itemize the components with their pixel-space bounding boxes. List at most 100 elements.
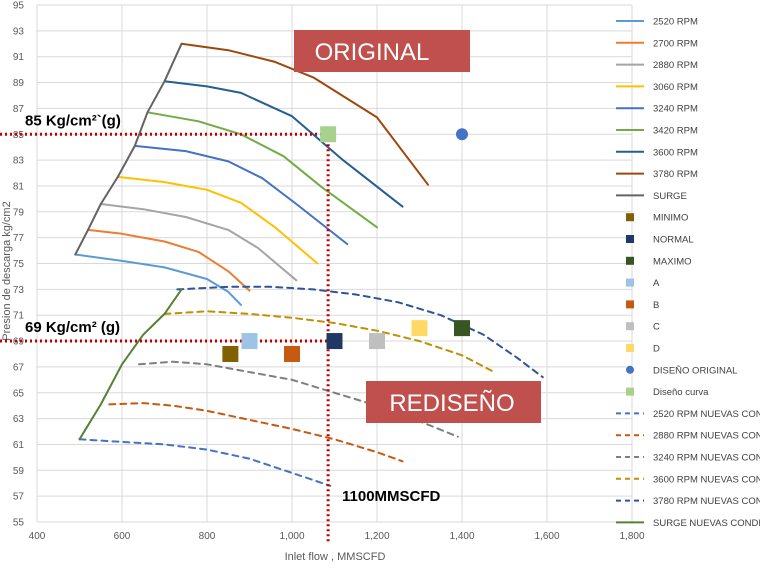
y-tick-label: 93: [13, 26, 25, 37]
reference-lines: 85 Kg/cm²`(g) 69 Kg/cm² (g) 1100MMSCFD: [0, 112, 441, 542]
legend-label: B: [653, 300, 659, 311]
legend-label: MAXIMO: [653, 256, 692, 267]
legend-label: 3780 RPM NUEVAS CONDICIONES: [653, 496, 760, 507]
legend-label: SURGE: [653, 191, 687, 202]
data-point: [320, 126, 337, 143]
y-tick-label: 79: [13, 207, 25, 218]
y-tick-label: 75: [13, 259, 25, 270]
series-line: [146, 111, 378, 229]
series-line: [163, 80, 404, 208]
series-line: [138, 360, 459, 438]
y-tick-label: 95: [13, 1, 25, 12]
legend-label: 2520 RPM: [653, 17, 698, 28]
x-tick-label: 1,400: [449, 531, 474, 542]
series-line: [99, 203, 298, 282]
data-point: [411, 320, 428, 337]
data-point: [241, 333, 258, 350]
y-tick-label: 63: [13, 414, 25, 425]
reference-line-label: 85 Kg/cm²`(g): [25, 112, 121, 129]
y-tick-label: 67: [13, 362, 25, 373]
legend-label: 2700 RPM: [653, 38, 698, 49]
y-tick-label: 81: [13, 181, 25, 192]
legend-label: D: [653, 344, 660, 355]
y-tick-label: 71: [13, 311, 25, 322]
y-tick-label: 89: [13, 78, 25, 89]
data-point: [454, 320, 470, 337]
series-line: [116, 175, 319, 265]
legend-swatch: [626, 235, 634, 243]
y-tick-label: 83: [13, 156, 25, 167]
legend-label: A: [653, 278, 660, 289]
legend-label: 3240 RPM NUEVAS CONDICIONES: [653, 453, 760, 464]
x-tick-label: 1,800: [619, 531, 644, 542]
series-line: [78, 288, 183, 441]
legend-swatch: [626, 213, 634, 222]
legend-label: C: [653, 322, 660, 333]
series-line: [163, 310, 493, 372]
legend-swatch: [626, 365, 634, 374]
banner-original-bg: [294, 30, 470, 72]
legend-label: 3600 RPM NUEVAS CONDICIONES: [653, 474, 760, 485]
legend-label: 2880 RPM NUEVAS CONDICIONES: [653, 431, 760, 442]
series-line: [87, 228, 251, 292]
y-tick-label: 57: [13, 492, 25, 503]
x-tick-label: 1,000: [279, 531, 304, 542]
legend-swatch: [626, 256, 634, 265]
y-tick-label: 55: [13, 518, 25, 529]
legend-label: 3060 RPM: [653, 82, 698, 93]
legend-label: SURGE NUEVAS CONDICIONES: [653, 518, 760, 529]
axes: Inlet flow , MMSCFD Presion de descarga …: [1, 1, 645, 564]
y-tick-label: 59: [13, 466, 25, 477]
annotation-banners: ORIGINAL REDISEÑO: [294, 30, 541, 423]
x-tick-label: 600: [114, 531, 131, 542]
y-tick-label: 91: [13, 52, 25, 63]
legend-label: NORMAL: [653, 235, 694, 246]
data-point: [369, 333, 385, 350]
reference-line-label: 1100MMSCFD: [342, 488, 441, 505]
data-point: [222, 345, 239, 362]
data-point: [326, 333, 343, 350]
y-tick-label: 87: [13, 104, 25, 115]
legend-label: 3780 RPM: [653, 169, 698, 180]
points-group: [222, 126, 470, 362]
series-line: [78, 438, 332, 487]
y-tick-label: 73: [13, 285, 25, 296]
series-line: [74, 253, 242, 306]
legend-label: 3420 RPM: [653, 126, 698, 137]
reference-line-label: 69 Kg/cm² (g): [25, 319, 120, 336]
legend-label: MINIMO: [653, 213, 688, 224]
legend-swatch: [626, 322, 634, 331]
x-axis-label: Inlet flow , MMSCFD: [285, 551, 386, 563]
data-point: [284, 345, 300, 362]
x-tick-label: 800: [199, 531, 216, 542]
y-tick-label: 69: [13, 337, 25, 348]
legend: 2520 RPM 2700 RPM 2880 RPM 3060 RPM 3240 RPM…: [616, 17, 760, 529]
data-point: [456, 128, 468, 141]
legend-label: Diseño curva: [653, 387, 709, 398]
banner-rediseno-text: REDISEÑO: [389, 390, 514, 417]
legend-label: 3600 RPM: [653, 147, 698, 158]
series-line: [176, 285, 544, 379]
legend-label: 2520 RPM NUEVAS CONDICIONES: [653, 409, 760, 420]
y-tick-label: 77: [13, 233, 25, 244]
y-axis-label: Presion de descarga kg/cm2: [1, 201, 13, 340]
y-tick-label: 65: [13, 388, 25, 399]
gridlines: [36, 4, 633, 523]
y-tick-label: 61: [13, 440, 25, 451]
x-tick-label: 400: [29, 531, 46, 542]
banner-rediseno-bg: [366, 381, 541, 423]
x-tick-label: 1,600: [534, 531, 559, 542]
legend-label: 3240 RPM: [653, 104, 698, 115]
series-line: [133, 144, 349, 246]
legend-swatch: [626, 344, 634, 352]
series-line: [108, 402, 404, 463]
legend-swatch: [626, 387, 634, 396]
series-line: [74, 42, 183, 256]
y-tick-label: 85: [13, 130, 25, 141]
x-tick-label: 1,200: [364, 531, 389, 542]
legend-swatch: [626, 300, 634, 309]
legend-label: 2880 RPM: [653, 60, 698, 71]
legend-label: DISEÑO ORIGINAL: [653, 365, 737, 376]
